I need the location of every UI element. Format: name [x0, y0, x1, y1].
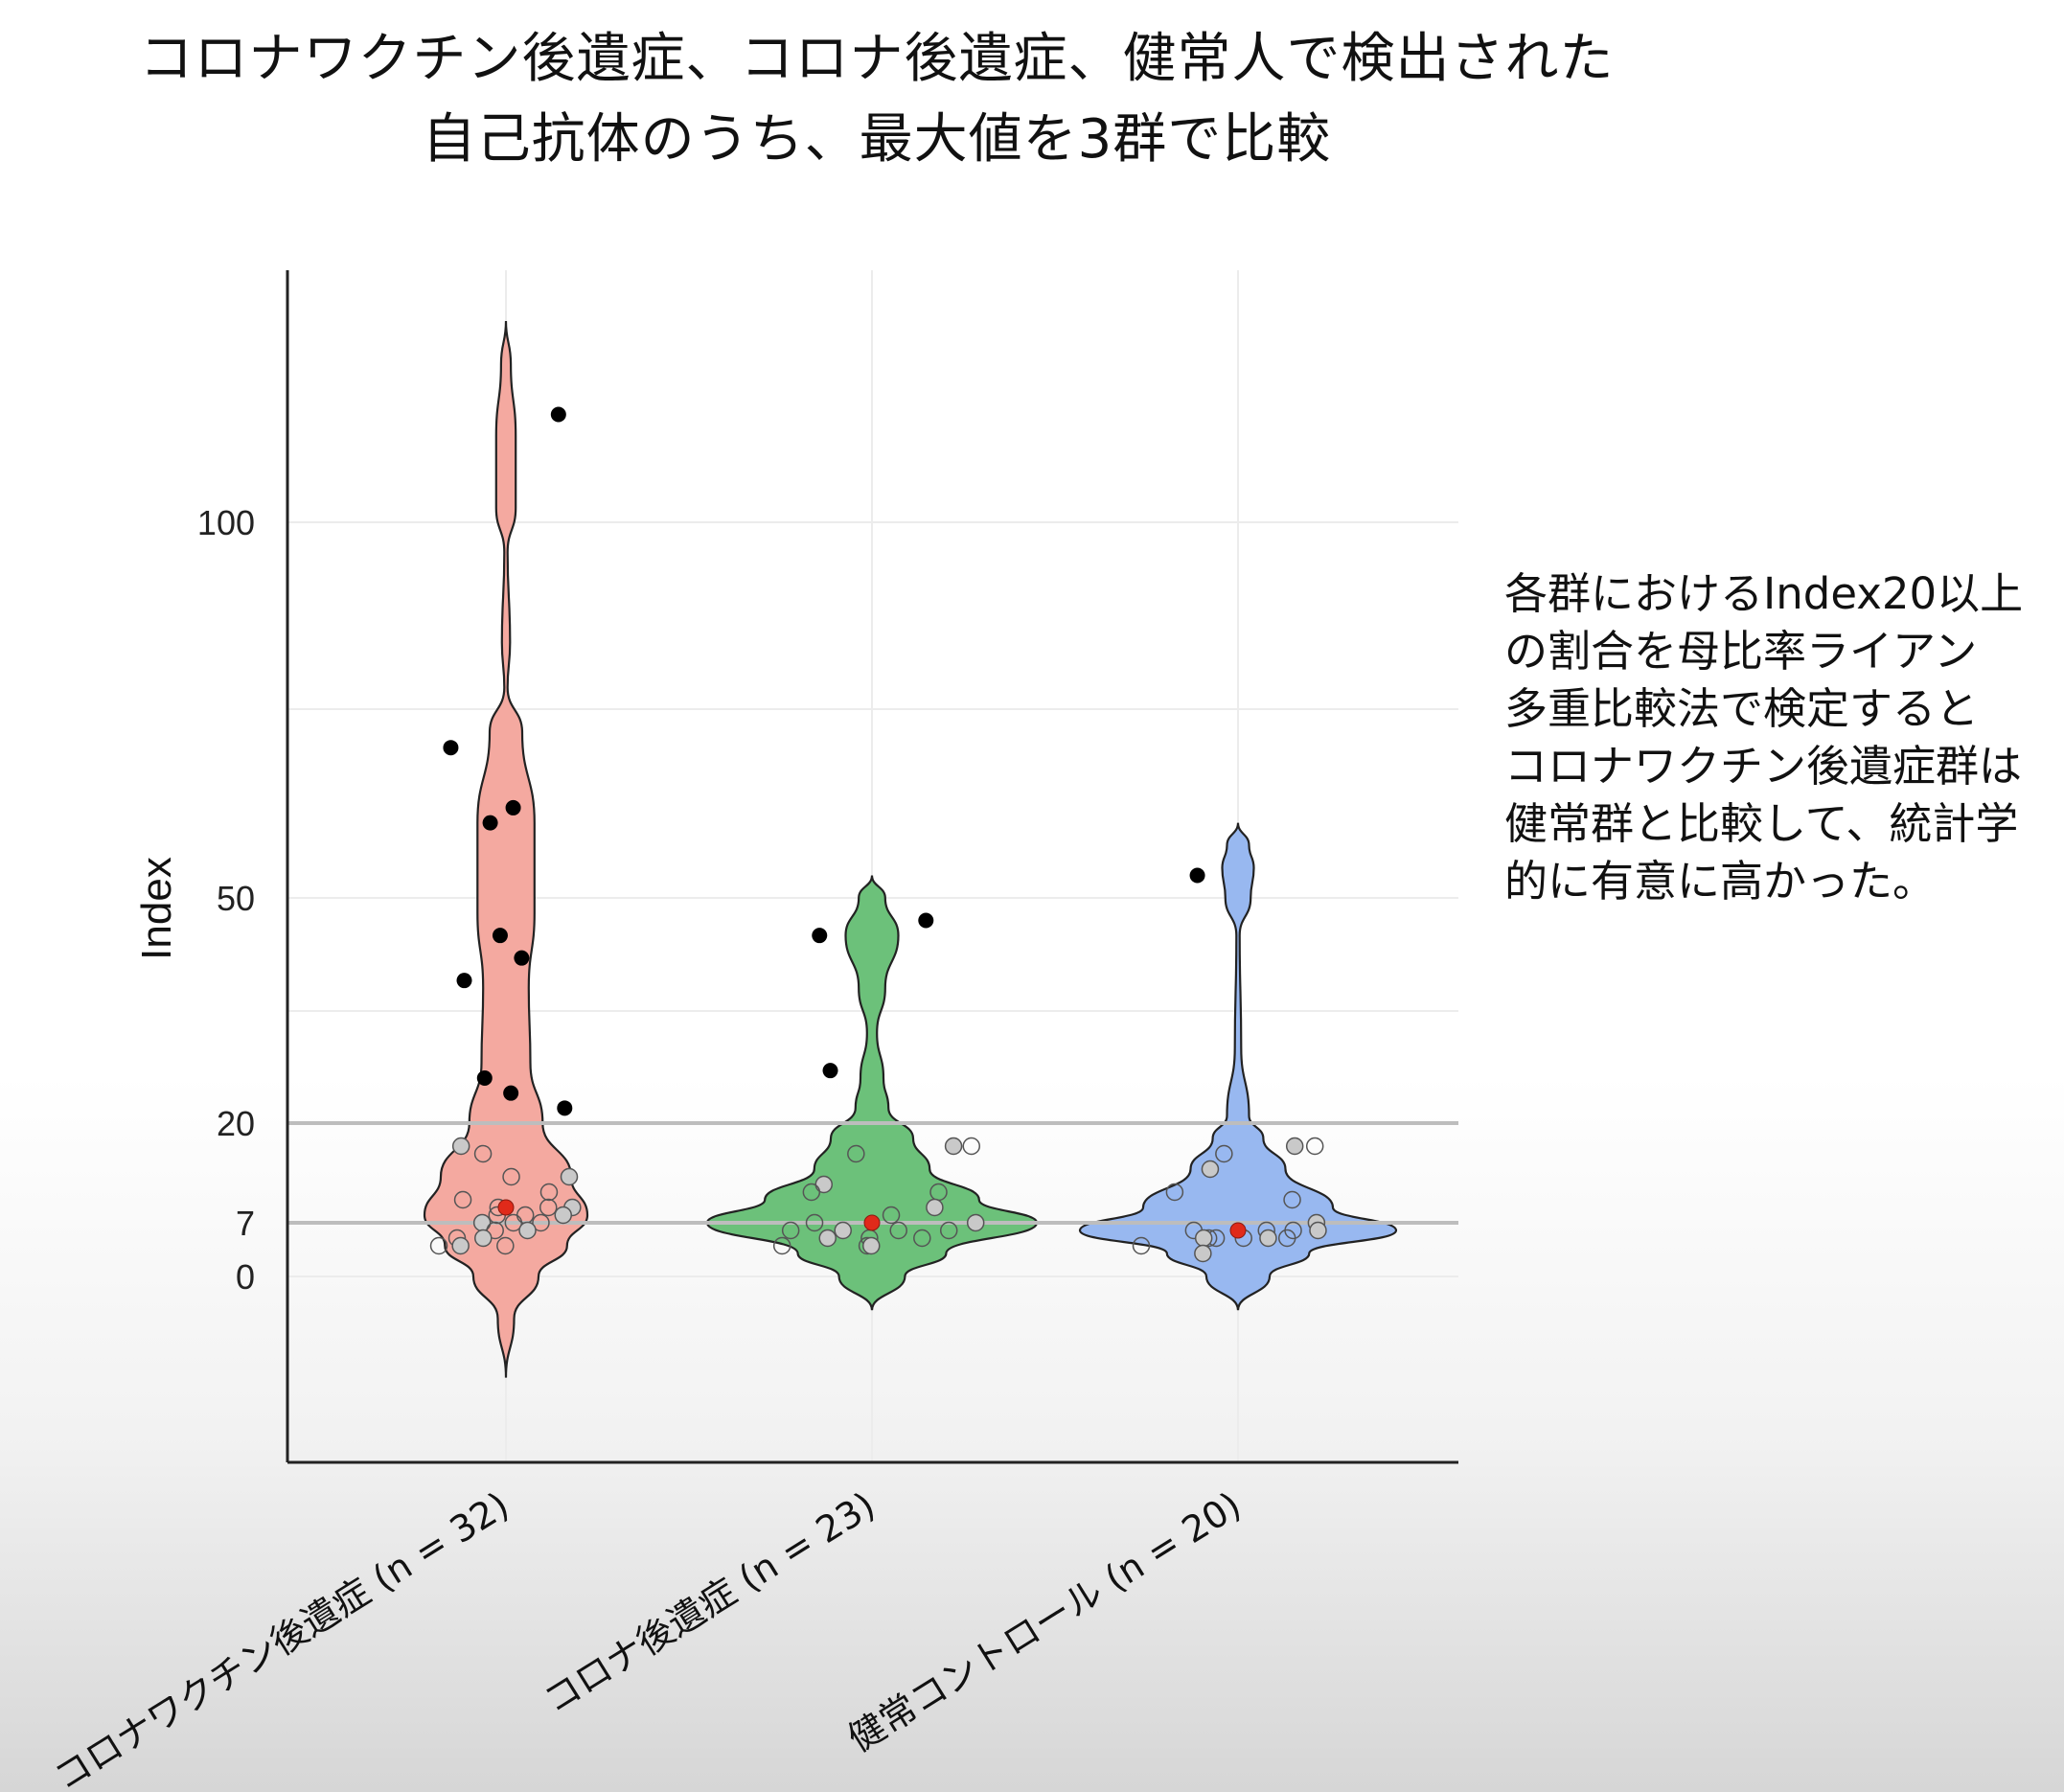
data-point — [1305, 1137, 1324, 1156]
data-point — [862, 1236, 881, 1255]
data-point — [772, 1236, 791, 1255]
data-point — [504, 1213, 523, 1232]
outlier-point — [557, 1100, 573, 1116]
data-point — [1194, 1244, 1212, 1263]
data-point — [966, 1213, 985, 1232]
note-line-3: 多重比較法で検定すると — [1504, 683, 1980, 734]
outlier-point — [918, 912, 934, 929]
data-point — [532, 1213, 550, 1232]
y-tick-label: 50 — [217, 879, 255, 918]
data-point — [834, 1221, 852, 1240]
data-point — [1259, 1229, 1277, 1248]
data-point — [1165, 1183, 1184, 1202]
note-line-6: 的に有意に高かった。 — [1504, 856, 1937, 907]
data-point — [889, 1221, 907, 1240]
violins — [423, 320, 1398, 1378]
data-point — [1283, 1190, 1301, 1209]
data-point — [473, 1144, 493, 1163]
y-tick-labels: 0 7 20 50 100 — [197, 503, 255, 1297]
data-point — [926, 1198, 944, 1217]
median-point — [497, 1199, 515, 1216]
outlier-point — [550, 406, 566, 423]
outlier-point — [443, 740, 459, 756]
data-point — [1277, 1229, 1296, 1248]
x-tick-label: 健常コントロール (n = 20) — [840, 1483, 1248, 1760]
data-point — [847, 1144, 865, 1163]
note-line-4: コロナワクチン後遺症群は — [1504, 741, 2023, 792]
data-point — [1215, 1144, 1233, 1163]
outlier-point — [1189, 867, 1205, 884]
data-point — [451, 1236, 470, 1255]
data-point — [502, 1167, 520, 1186]
y-tick-label: 7 — [236, 1204, 255, 1243]
data-point — [1132, 1236, 1151, 1255]
data-point — [913, 1229, 931, 1248]
data-point — [1285, 1137, 1304, 1156]
median-point — [863, 1214, 881, 1231]
data-point — [962, 1137, 981, 1156]
data-point — [453, 1190, 472, 1209]
data-point — [882, 1206, 901, 1225]
data-point — [805, 1213, 824, 1232]
data-point — [539, 1183, 559, 1202]
outlier-point — [482, 815, 498, 831]
data-point — [802, 1183, 821, 1202]
outlier-point — [812, 928, 828, 944]
y-tick-label: 20 — [217, 1104, 255, 1143]
violin-3 — [1078, 821, 1398, 1311]
data-point — [1309, 1221, 1327, 1240]
violin-2 — [705, 874, 1039, 1311]
x-tick-label: コロナワクチン後遺症 (n = 32) — [47, 1483, 516, 1792]
outlier-point — [476, 1070, 493, 1086]
data-point — [554, 1206, 573, 1225]
note-line-5: 健常群と比較して、統計学 — [1504, 798, 2019, 849]
data-point — [814, 1175, 834, 1194]
data-point — [496, 1236, 515, 1255]
outlier-point — [822, 1063, 838, 1079]
data-point — [1194, 1229, 1213, 1248]
y-axis-label: Index — [133, 857, 180, 960]
note-line-1: 各群におけるIndex20以上 — [1504, 568, 2024, 619]
data-point — [781, 1221, 800, 1240]
data-point — [560, 1167, 579, 1186]
title-line-1: コロナワクチン後遺症、コロナ後遺症、健常人で検出された — [139, 28, 1615, 90]
data-point — [474, 1229, 493, 1248]
data-point — [818, 1229, 837, 1248]
y-tick-label: 100 — [197, 503, 255, 542]
x-tick-label: コロナ後遺症 (n = 23) — [537, 1483, 883, 1721]
chart-title: コロナワクチン後遺症、コロナ後遺症、健常人で検出された 自己抗体のうち、最大値を… — [0, 19, 1754, 180]
data-point — [518, 1221, 537, 1240]
outlier-point — [492, 928, 508, 944]
data-point — [1201, 1160, 1220, 1179]
x-tick-labels: コロナワクチン後遺症 (n = 32) コロナ後遺症 (n = 23)健常コントロ… — [47, 1483, 1249, 1792]
data-point — [429, 1236, 448, 1255]
y-tick-label: 0 — [236, 1257, 255, 1297]
violin-1 — [423, 320, 589, 1378]
title-line-2: 自己抗体のうち、最大値を3群で比較 — [422, 108, 1332, 171]
data-point — [539, 1198, 558, 1217]
data-point — [451, 1137, 470, 1156]
data-points — [429, 406, 1327, 1263]
axes — [286, 270, 1458, 1464]
data-point — [944, 1137, 963, 1156]
outlier-point — [503, 1085, 519, 1101]
median-point — [1229, 1222, 1247, 1239]
outlier-point — [456, 973, 472, 989]
data-point — [939, 1221, 958, 1240]
note-line-2: の割合を母比率ライアン — [1504, 626, 1978, 677]
outlier-point — [505, 799, 521, 816]
annotation-text: 各群におけるIndex20以上 の割合を母比率ライアン 多重比較法で検定すると … — [1504, 565, 2051, 910]
outlier-point — [514, 950, 530, 966]
